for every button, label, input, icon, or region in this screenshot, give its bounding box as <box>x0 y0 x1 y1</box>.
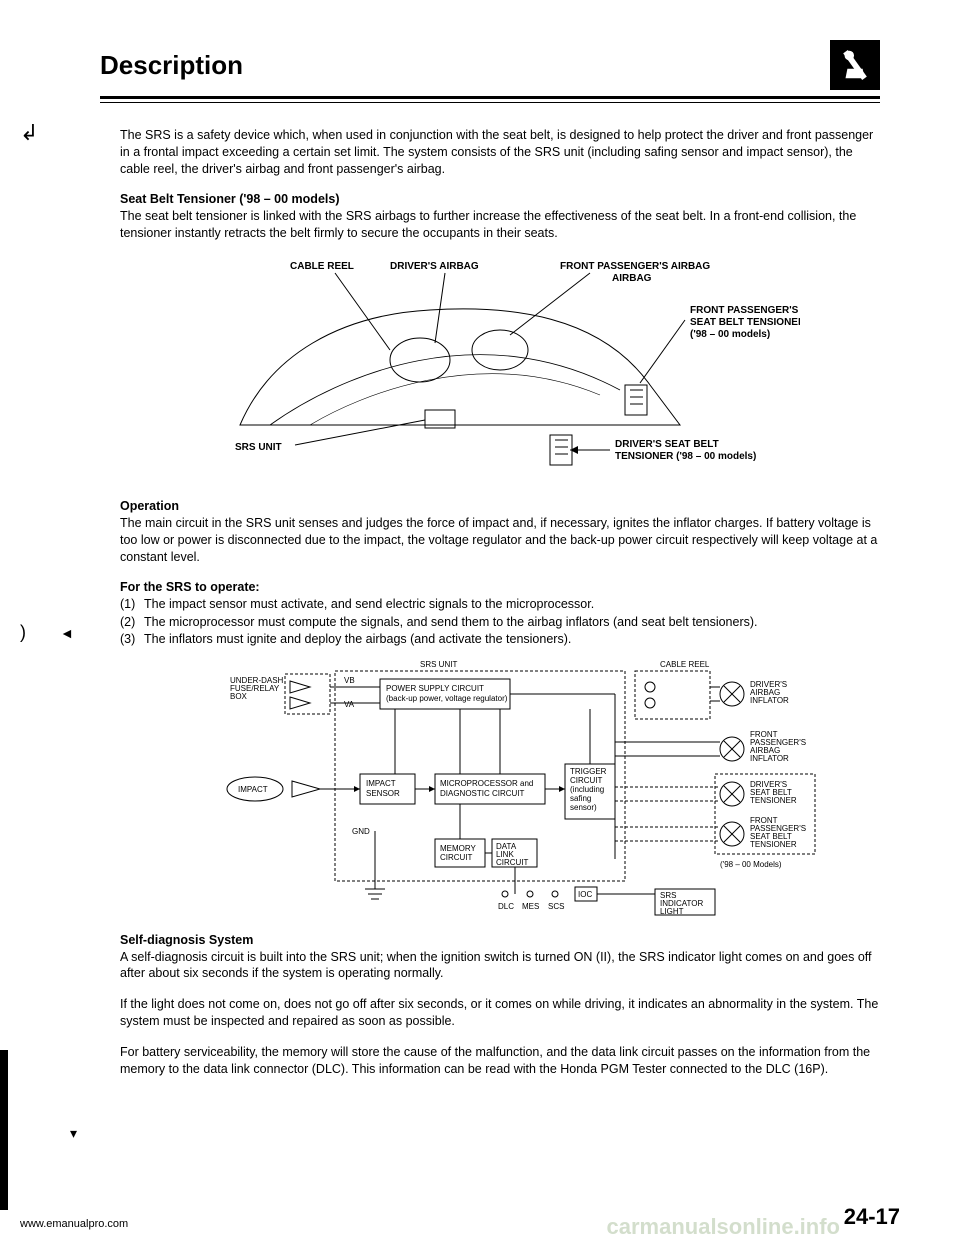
tensioner-body: The seat belt tensioner is linked with t… <box>120 208 880 242</box>
svg-text:SCS: SCS <box>548 902 564 911</box>
svg-text:IOC: IOC <box>578 890 592 899</box>
svg-text:MEMORY: MEMORY <box>440 844 477 853</box>
svg-text:TENSIONER: TENSIONER <box>750 796 797 805</box>
svg-text:CABLE REEL: CABLE REEL <box>660 660 710 669</box>
selfdiag-p3: For battery serviceability, the memory w… <box>120 1044 880 1078</box>
page-title: Description <box>100 50 243 81</box>
svg-text:SEAT BELT TENSIONER: SEAT BELT TENSIONER <box>690 317 800 328</box>
forops-list: (1)The impact sensor must activate, and … <box>120 596 880 649</box>
srs-cutaway-diagram: CABLE REEL DRIVER'S AIRBAG FRONT PASSENG… <box>180 255 800 485</box>
svg-text:AIRBAG: AIRBAG <box>612 273 652 284</box>
svg-text:VA: VA <box>344 700 355 709</box>
svg-text:TENSIONER: TENSIONER <box>750 840 797 849</box>
svg-text:safing: safing <box>570 794 591 803</box>
svg-text:(back-up power, voltage regula: (back-up power, voltage regulator) <box>386 694 508 703</box>
svg-text:DIAGNOSTIC CIRCUIT: DIAGNOSTIC CIRCUIT <box>440 789 525 798</box>
side-triangle-icon: ◄ <box>60 625 74 641</box>
operation-body: The main circuit in the SRS unit senses … <box>120 515 880 566</box>
svg-text:MICROPROCESSOR and: MICROPROCESSOR and <box>440 779 533 788</box>
svg-text:DRIVER'S AIRBAG: DRIVER'S AIRBAG <box>390 261 479 272</box>
list-item: (3)The inflators must ignite and deploy … <box>120 631 880 649</box>
svg-text:SENSOR: SENSOR <box>366 789 400 798</box>
svg-text:VB: VB <box>344 676 355 685</box>
list-item: (2)The microprocessor must compute the s… <box>120 614 880 632</box>
svg-text:SRS UNIT: SRS UNIT <box>235 442 282 453</box>
svg-text:('98 – 00 Models): ('98 – 00 Models) <box>720 860 782 869</box>
seatbelt-icon <box>830 40 880 90</box>
selfdiag-p1: A self-diagnosis circuit is built into t… <box>120 949 880 983</box>
svg-text:INFLATOR: INFLATOR <box>750 696 789 705</box>
svg-text:TENSIONER ('98 – 00 models): TENSIONER ('98 – 00 models) <box>615 451 756 462</box>
svg-text:MES: MES <box>522 902 539 911</box>
srs-block-diagram: SRS UNIT CABLE REEL UNDER-DASH FUSE/RELA… <box>160 659 820 919</box>
margin-tick-icon: ▾ <box>70 1125 77 1142</box>
rule-thin <box>100 102 880 103</box>
return-arrow-icon: ↲ <box>20 120 38 146</box>
selfdiag-head: Self-diagnosis System <box>120 933 880 947</box>
side-paren-icon: ) <box>20 622 26 643</box>
svg-text:CIRCUIT: CIRCUIT <box>570 776 603 785</box>
binding-bar <box>0 1050 8 1210</box>
svg-text:CABLE REEL: CABLE REEL <box>290 261 354 272</box>
rule-thick <box>100 96 880 99</box>
forops-head: For the SRS to operate: <box>120 580 880 594</box>
tensioner-head: Seat Belt Tensioner ('98 – 00 models) <box>120 192 880 206</box>
svg-text:CIRCUIT: CIRCUIT <box>440 853 473 862</box>
svg-text:DLC: DLC <box>498 902 514 911</box>
svg-text:(including: (including <box>570 785 604 794</box>
svg-text:LIGHT: LIGHT <box>660 907 684 916</box>
svg-text:('98 – 00 models): ('98 – 00 models) <box>690 329 770 340</box>
page-number: 24-17 <box>844 1204 900 1230</box>
footer-left: www.emanualpro.com <box>20 1218 128 1230</box>
svg-text:BOX: BOX <box>230 692 248 701</box>
svg-text:IMPACT: IMPACT <box>366 779 396 788</box>
svg-text:IMPACT: IMPACT <box>238 785 268 794</box>
operation-head: Operation <box>120 499 880 513</box>
svg-text:POWER SUPPLY CIRCUIT: POWER SUPPLY CIRCUIT <box>386 684 484 693</box>
svg-text:FRONT PASSENGER'S: FRONT PASSENGER'S <box>690 305 799 316</box>
svg-text:sensor): sensor) <box>570 803 597 812</box>
svg-text:FRONT PASSENGER'S AIRBAG: FRONT PASSENGER'S AIRBAG <box>560 261 710 272</box>
svg-text:DRIVER'S SEAT BELT: DRIVER'S SEAT BELT <box>615 439 719 450</box>
list-item: (1)The impact sensor must activate, and … <box>120 596 880 614</box>
intro-text: The SRS is a safety device which, when u… <box>120 127 880 178</box>
svg-text:TRIGGER: TRIGGER <box>570 767 607 776</box>
svg-text:SRS UNIT: SRS UNIT <box>420 660 457 669</box>
svg-text:GND: GND <box>352 827 370 836</box>
svg-text:CIRCUIT: CIRCUIT <box>496 858 529 867</box>
selfdiag-p2: If the light does not come on, does not … <box>120 996 880 1030</box>
svg-text:INFLATOR: INFLATOR <box>750 754 789 763</box>
watermark: carmanualsonline.info <box>607 1214 841 1240</box>
